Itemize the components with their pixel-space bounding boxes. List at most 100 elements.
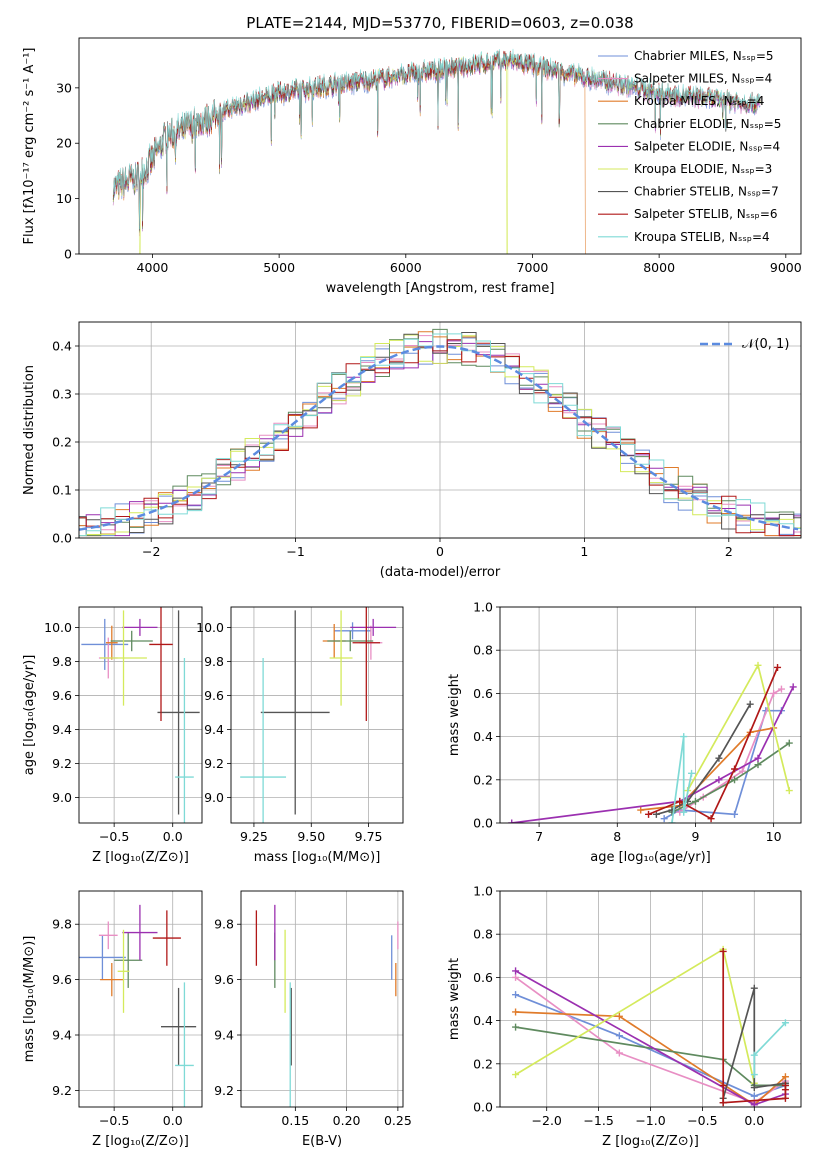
- data-point: [645, 810, 653, 818]
- plot-area-weight_vs_age: [508, 661, 797, 823]
- y-tick-label: 0.4: [473, 729, 493, 744]
- y-tick-label: 0.6: [473, 686, 493, 701]
- y-tick-label: 9.4: [52, 722, 72, 737]
- x-axis-label: mass [log₁₀(M/M⊙)]: [254, 850, 381, 865]
- y-tick-label: 0.2: [473, 1056, 493, 1071]
- data-point: [676, 797, 684, 805]
- data-point: [688, 769, 696, 777]
- data-point: [738, 767, 746, 775]
- y-tick-label: 0.0: [473, 816, 493, 831]
- data-point: [680, 808, 688, 816]
- x-tick-label: 9.50: [297, 829, 325, 844]
- x-tick-label: 0.0: [163, 1113, 183, 1128]
- y-tick-label: 9.6: [52, 972, 72, 987]
- series-line: [671, 736, 693, 823]
- x-tick-label: 6000: [390, 260, 422, 275]
- data-point: [731, 776, 739, 784]
- data-point: [750, 1084, 758, 1092]
- series-line: [515, 1011, 786, 1106]
- data-point: [789, 683, 797, 691]
- y-axis-label: mass weight: [447, 958, 462, 1040]
- x-tick-label: 8000: [643, 260, 675, 275]
- x-tick-label: 0.0: [744, 1113, 764, 1128]
- data-point: [774, 663, 782, 671]
- axes-frame: [499, 606, 802, 824]
- data-point: [750, 1092, 758, 1100]
- x-tick-label: 9: [691, 829, 699, 844]
- legend-label: Kroupa STELIB, Nₛₛₚ=4: [634, 230, 770, 244]
- x-tick-label: 9.75: [355, 829, 383, 844]
- axes-frame: [230, 606, 404, 824]
- panel-mass_vs_ebv: 0.15 0.20 0.25 9.2 9.4 9.6 9.8 E(B-V): [214, 890, 412, 1149]
- x-tick-label: 10: [766, 829, 782, 844]
- y-tick-label: 9.4: [204, 722, 224, 737]
- data-point: [660, 815, 668, 823]
- y-tick-label: 10: [56, 191, 72, 206]
- x-axis-label: E(B-V): [302, 1134, 342, 1149]
- y-tick-label: 0.1: [52, 483, 72, 498]
- panel-age_vs_Z: −0.5 0.0 9.0 9.2 9.4 9.6 9.8 10.0 Z [log₁₀(Z/Z⊙)…: [22, 606, 203, 865]
- legend-label: Chabrier ELODIE, Nₛₛₚ=5: [634, 117, 781, 131]
- y-axis-label: age [log₁₀(age/yr)]: [22, 655, 37, 776]
- x-tick-label: 0: [436, 544, 444, 559]
- y-tick-label: 30: [56, 80, 72, 95]
- data-point: [719, 947, 727, 955]
- x-tick-label: 0.25: [384, 1113, 412, 1128]
- data-point: [750, 984, 758, 992]
- y-tick-label: 0.6: [473, 970, 493, 985]
- x-tick-label: 1: [580, 544, 588, 559]
- y-tick-label: 9.6: [204, 688, 224, 703]
- data-point: [781, 1094, 789, 1102]
- x-axis-label: Z [log₁₀(Z/Z⊙)]: [92, 850, 189, 865]
- data-point: [707, 815, 715, 823]
- data-point: [719, 1081, 727, 1089]
- y-axis-label: Flux [fλ10⁻¹⁷ erg cm⁻² s⁻¹ A⁻¹]: [22, 48, 37, 245]
- y-tick-label: 9.2: [204, 756, 224, 771]
- x-tick-label: 5000: [263, 260, 295, 275]
- y-tick-label: 9.8: [214, 917, 234, 932]
- x-tick-label: 9000: [770, 260, 802, 275]
- data-point: [781, 1081, 789, 1089]
- legend-label: 𝒩(0, 1): [742, 337, 789, 352]
- x-tick-label: 0.15: [281, 1113, 309, 1128]
- y-tick-label: 9.2: [214, 1083, 234, 1098]
- plot-area-spectrum: [112, 48, 761, 254]
- data-point: [719, 1099, 727, 1107]
- legend-label: Chabrier MILES, Nₛₛₚ=5: [634, 49, 774, 63]
- x-tick-label: −1: [286, 544, 304, 559]
- data-point: [750, 1071, 758, 1079]
- axes-frame: [78, 37, 802, 255]
- y-tick-label: 1.0: [473, 600, 493, 615]
- data-point: [512, 1008, 520, 1016]
- legend-label: Kroupa ELODIE, Nₛₛₚ=3: [634, 162, 772, 176]
- axes-frame: [78, 321, 802, 539]
- legend-label: Salpeter MILES, Nₛₛₚ=4: [634, 72, 772, 86]
- x-tick-label: 7: [535, 829, 543, 844]
- panel-weight_vs_Z: −2.0 −1.5 −1.0 −0.5 0.0 0.0 0.2 0.4 0.6 0.8 1.0 Z […: [447, 884, 802, 1149]
- panel-age_vs_mass: 9.25 9.50 9.75 9.0 9.2 9.4 9.6 9.8 10.0 mass [log…: [196, 606, 404, 865]
- y-tick-label: 10.0: [44, 620, 72, 635]
- data-point: [754, 761, 762, 769]
- data-point: [781, 1019, 789, 1027]
- y-axis-label: mass [log₁₀(M/M⊙)]: [22, 936, 37, 1063]
- data-point: [512, 1071, 520, 1079]
- x-tick-label: −0.5: [99, 1113, 129, 1128]
- x-tick-label: 8: [613, 829, 621, 844]
- data-point: [691, 797, 699, 805]
- legend: Chabrier MILES, Nₛₛₚ=5 Salpeter MILES, Nₛ…: [598, 49, 781, 244]
- data-point: [750, 1101, 758, 1107]
- y-tick-label: 9.8: [204, 654, 224, 669]
- data-point: [512, 991, 520, 999]
- data-point: [615, 1049, 623, 1057]
- data-point: [512, 973, 520, 981]
- data-point: [781, 1073, 789, 1081]
- data-point: [770, 689, 778, 697]
- x-tick-label: 4000: [137, 260, 169, 275]
- data-point: [680, 733, 688, 741]
- histogram-step: [79, 333, 801, 538]
- series-line: [640, 727, 774, 811]
- y-axis-label: mass weight: [447, 674, 462, 756]
- data-point: [615, 1012, 623, 1020]
- plot-area-weight_vs_Z: [512, 945, 789, 1107]
